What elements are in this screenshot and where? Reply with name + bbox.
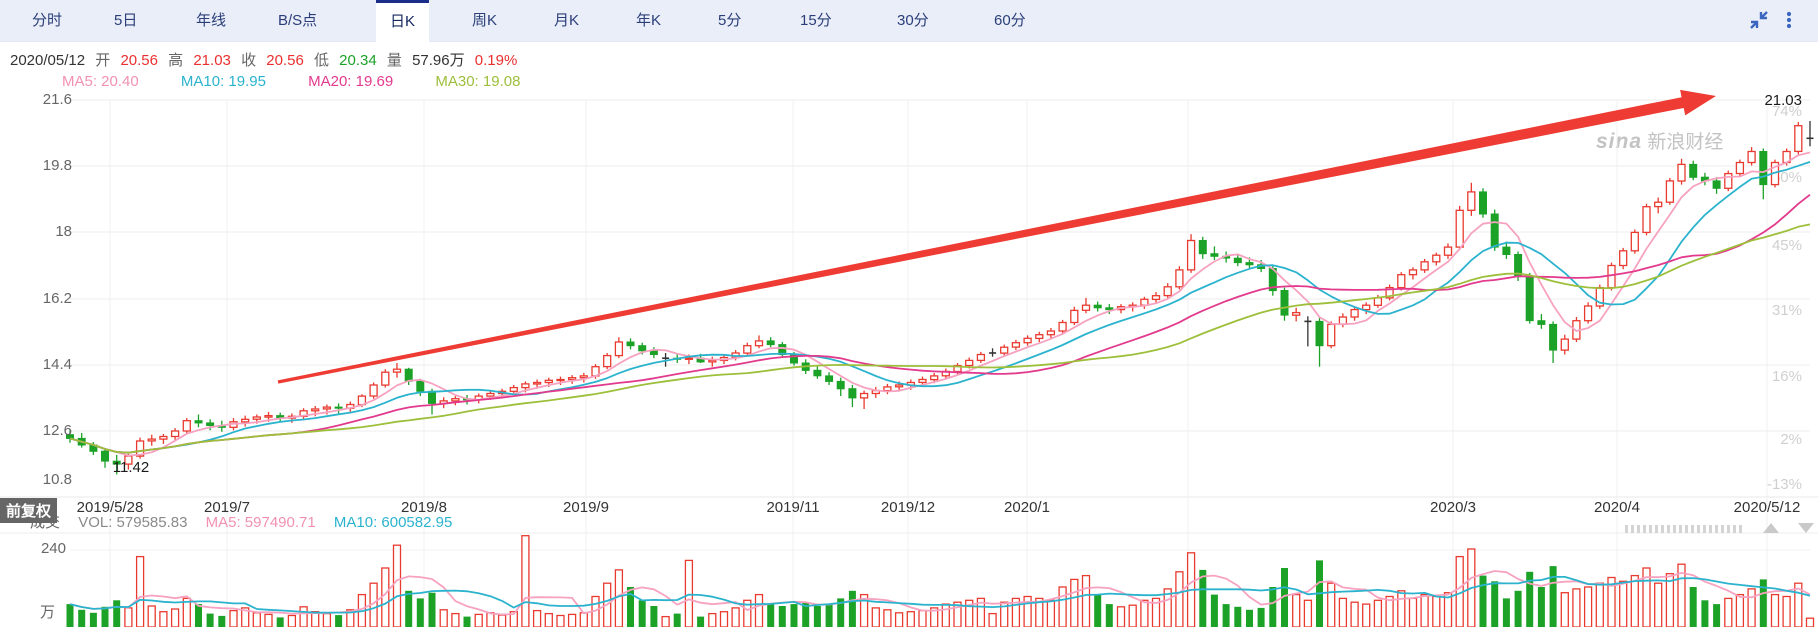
percent-axis-label: 45% [1771, 237, 1802, 254]
date-axis-label: 2019/11 [766, 499, 820, 516]
trend-arrow [277, 89, 1717, 384]
volume-ma5-value: MA5: 597490.71 [205, 514, 316, 531]
change-percent: 0.19% [474, 52, 518, 69]
percent-axis-label: -13% [1766, 476, 1802, 493]
date-axis-label: 2019/8 [401, 499, 447, 516]
close-label: 收 [241, 52, 257, 69]
low-label: 低 [313, 52, 329, 69]
volume-value: 57.96万 [412, 52, 465, 69]
tab-niank[interactable]: 年K [636, 12, 662, 29]
ma5-legend: MA5: 20.40 [62, 73, 139, 90]
chart-scrollbar [1625, 519, 1814, 537]
low-annotation: 11.42 [112, 459, 150, 476]
open-label: 开 [95, 52, 111, 69]
percent-axis-label: 2% [1780, 431, 1802, 448]
kebab-menu-icon[interactable] [1778, 9, 1800, 31]
price-axis-label: 21.6 [42, 91, 72, 108]
volume-vol-value: VOL: 579585.83 [78, 514, 188, 531]
collapse-icon[interactable] [1748, 9, 1770, 31]
price-axis-label: 14.4 [42, 356, 72, 373]
close-value: 20.56 [266, 52, 304, 69]
date-axis-label: 2019/7 [204, 499, 250, 516]
tab-yuek[interactable]: 月K [554, 12, 580, 29]
price-axis-label: 12.6 [42, 422, 72, 439]
date-axis-label: 2020/5/12 [1733, 499, 1801, 516]
ohlc-info-row: 2020/05/12 开 20.56 高 21.03 收 20.56 低 20.… [10, 49, 523, 70]
volume-axis-tick: 240 [40, 540, 66, 557]
volume-axis-unit: 万 [40, 604, 56, 621]
tab-15fen[interactable]: 15分 [800, 12, 832, 29]
tab-60fen[interactable]: 60分 [994, 12, 1026, 29]
scroll-down-icon[interactable] [1797, 522, 1814, 533]
tab-30fen[interactable]: 30分 [897, 12, 929, 29]
percent-axis-label: 74% [1771, 103, 1802, 120]
high-annotation: 21.03 [1764, 92, 1802, 109]
percent-axis-label: 16% [1771, 368, 1802, 385]
date-axis-label: 2020/4 [1594, 499, 1640, 516]
price-axis-label: 18 [55, 223, 72, 240]
scroll-up-icon[interactable] [1763, 522, 1780, 533]
tab-bs-dian[interactable]: B/S点 [278, 12, 318, 29]
sina-watermark: sina 新浪财经 [1596, 130, 1724, 153]
price-axis-label: 10.8 [42, 471, 72, 488]
percent-axis-label: 31% [1771, 302, 1802, 319]
quote-date: 2020/05/12 [10, 52, 86, 69]
high-label: 高 [168, 52, 184, 69]
open-value: 20.56 [120, 52, 158, 69]
date-axis-label: 2019/9 [563, 499, 609, 516]
tab-zhouk[interactable]: 周K [472, 12, 498, 29]
ma30-legend: MA30: 19.08 [435, 73, 521, 90]
price-axis-label: 19.8 [42, 157, 72, 174]
sina-logo-icon: sina [1596, 130, 1643, 153]
price-axis-label: 16.2 [42, 290, 72, 307]
volume-ma10-value: MA10: 600582.95 [333, 514, 453, 531]
date-axis-label: 2019/12 [880, 499, 936, 516]
high-value: 21.03 [193, 52, 231, 69]
tab-nianxian[interactable]: 年线 [196, 12, 227, 29]
adjust-mode-badge[interactable]: 前复权 [0, 498, 58, 523]
low-value: 20.34 [339, 52, 377, 69]
tab-5fen[interactable]: 5分 [718, 12, 742, 29]
tab-fenshi[interactable]: 分时 [32, 12, 63, 29]
ma20-legend: MA20: 19.69 [308, 73, 394, 90]
ma-legend-row: MA5: 20.40 MA10: 19.95 MA20: 19.69 MA30:… [62, 73, 558, 90]
scrollbar-track[interactable] [1625, 521, 1745, 534]
date-axis-label: 2020/1 [1004, 499, 1050, 516]
period-tabbar: 分时 5日 年线 B/S点 日K 周K 月K 年K 5分 15分 30分 60分 [0, 0, 1818, 44]
date-axis-label: 2020/3 [1430, 499, 1476, 516]
volume-label: 量 [386, 52, 402, 69]
date-axis-label: 2019/5/28 [76, 499, 144, 516]
tab-rik[interactable]: 日K [376, 0, 430, 44]
ma10-legend: MA10: 19.95 [180, 73, 266, 90]
tab-5ri[interactable]: 5日 [114, 12, 138, 29]
volume-legend-row: 成交 VOL: 579585.83 MA5: 597490.71 MA10: 6… [30, 511, 466, 532]
percent-axis-label: 60% [1771, 169, 1802, 186]
